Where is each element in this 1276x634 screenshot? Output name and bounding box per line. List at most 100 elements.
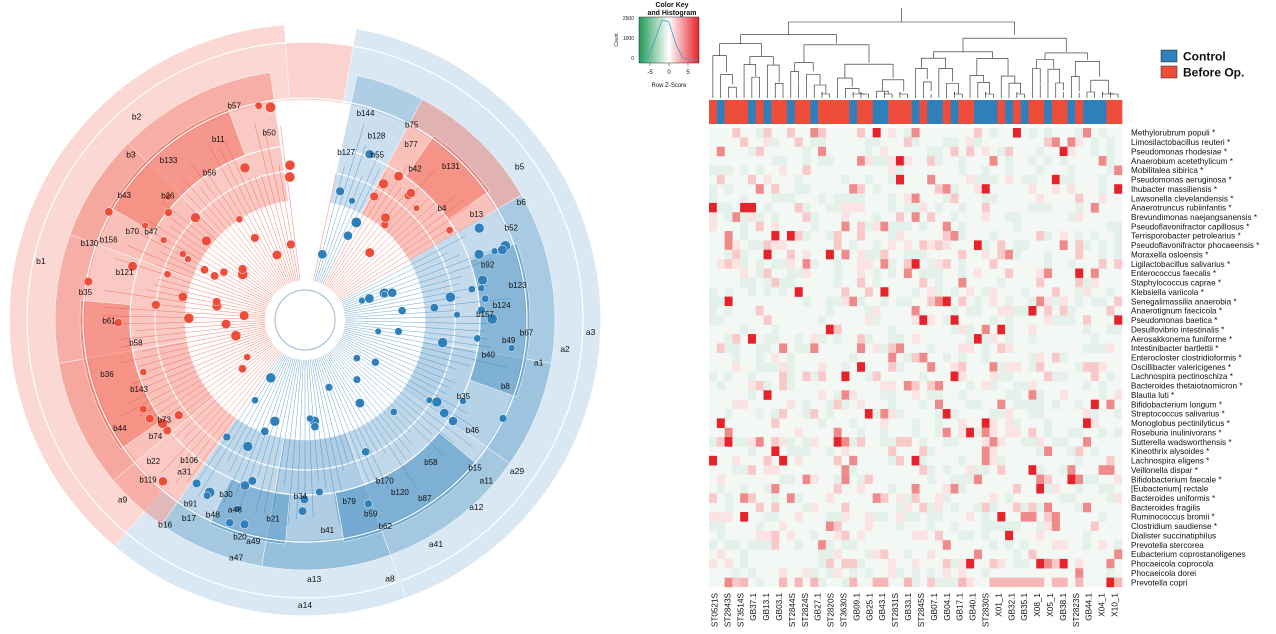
heatmap-cell [1083,343,1092,354]
clade-branch [118,325,266,348]
heatmap-cell [849,568,858,578]
heatmap-cell [716,474,725,485]
heatmap-cell [966,474,975,485]
heatmap-cell [872,184,881,194]
row-label: Bifidobacterium longum * [1131,400,1223,409]
column-label: ST2830S [981,592,990,627]
heatmap-cell [825,202,834,213]
heatmap-cell [981,287,990,297]
heatmap-cell [1106,483,1115,494]
heatmap-cell [1012,128,1021,138]
heatmap-cell [919,530,928,541]
clade-branch [175,351,281,484]
dendrogram-branch [852,92,865,95]
heatmap-cell [849,577,858,587]
row-label: Moraxella osloensis * [1131,250,1209,259]
heatmap-cell [1005,577,1014,587]
clade-branch-label: b41 [321,526,335,535]
heatmap-cell [779,409,788,419]
heatmap-cell [1083,362,1092,372]
heatmap-cell [927,362,936,372]
heatmap-cell [966,174,975,185]
heatmap-cell [755,437,764,447]
heatmap-cell [802,259,811,269]
heatmap-cell [786,362,795,372]
heatmap-cell [841,249,850,260]
heatmap-cell [989,427,998,438]
heatmap-cell [896,493,905,503]
heatmap-cell [1020,502,1029,513]
column-label: GB43.1 [878,593,887,621]
group-bar-cell [911,100,920,124]
clade-node [174,410,184,420]
row-label: Anaerobium acetethylicum * [1131,157,1234,166]
clade-node [497,244,508,255]
heatmap-cell [810,343,819,354]
group-bar-cell [1067,100,1076,124]
heatmap-cell [1036,399,1045,410]
row-label: Clostridium saudiense * [1131,522,1218,531]
heatmap-cell [709,184,717,194]
heatmap-cell [1005,268,1014,279]
clade-branch-label: b30 [219,490,233,499]
clade-branch [337,204,472,298]
dendrogram-branch [882,79,905,92]
heatmap-cell [1114,296,1123,307]
heatmap-cell [724,287,733,297]
heatmap-cell [872,512,881,522]
heatmap-cell [810,409,819,419]
heatmap-cell [779,455,788,466]
column-label: ST2824S [801,592,810,627]
heatmap-cell [903,577,912,587]
heatmap-cell [911,530,920,541]
heatmap-cell [896,156,905,166]
heatmap-cell [1090,277,1099,288]
heatmap-cell [997,371,1006,382]
heatmap-cell [779,474,788,485]
heatmap-cell [927,465,936,475]
heatmap-cell [740,493,749,503]
heatmap-cell [1059,352,1068,363]
clade-node [183,312,195,324]
clade-branch-label: b40 [482,350,496,359]
heatmap-cell [1044,315,1053,325]
heatmap-cell [973,240,982,250]
heatmap-cell [779,521,788,531]
heatmap-cell [872,343,881,354]
heatmap-cell [888,409,897,419]
heatmap-cell [903,202,912,213]
heatmap-cell [841,399,850,410]
clade-node [260,426,270,436]
heatmap-cell [1036,577,1045,587]
clade-branch-label: b67 [520,328,534,337]
heatmap-cell [958,202,967,213]
heatmap-cell [786,277,795,288]
heatmap-cell [1051,137,1060,147]
clade-branch [317,144,367,283]
clade-outer-label: a29 [510,466,524,476]
heatmap-cell [1083,315,1092,325]
row-label: Lachnospira pectinoschiza * [1131,372,1234,381]
heatmap-cell [709,202,717,213]
heatmap-cell [802,474,811,485]
heatmap-cell [1005,362,1014,372]
heatmap-cell [740,202,749,213]
clade-node [361,447,370,457]
heatmap-cell [989,371,998,382]
heatmap-cell [958,418,967,428]
heatmap-cell [903,502,912,513]
heatmap-cell [747,437,756,447]
heatmap-cell [1114,427,1123,438]
heatmap-cell [732,240,741,250]
heatmap-cell [1020,558,1029,569]
heatmap-cell [864,568,873,578]
clade-node [481,294,490,303]
heatmap-cell [950,212,959,222]
heatmap-cell [934,512,943,522]
heatmap-cell [755,540,764,550]
clade-node [393,171,404,182]
heatmap-cell [794,174,803,185]
heatmap-cell [997,343,1006,354]
heatmap-cell [771,530,780,541]
heatmap-cell [1036,502,1045,513]
